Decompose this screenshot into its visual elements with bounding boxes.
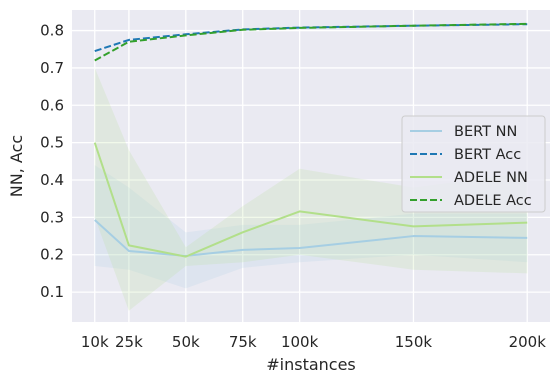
- legend-label-adele-acc: ADELE Acc: [454, 193, 532, 209]
- y-axis-label: NN, Acc: [7, 135, 26, 197]
- x-tick-label: 100k: [281, 333, 319, 351]
- series-lines: [93, 22, 528, 258]
- bert-nn-band: [94, 165, 528, 289]
- y-tick-label: 0.1: [40, 283, 64, 301]
- x-tick-label: 50k: [172, 333, 200, 351]
- x-tick-label: 150k: [395, 333, 433, 351]
- legend-label-bert-acc: BERT Acc: [454, 147, 521, 163]
- legend-label-adele-nn: ADELE NN: [454, 170, 528, 186]
- adele-nn-line: [93, 142, 528, 258]
- y-tick-label: 0.4: [40, 171, 64, 189]
- y-tick-label: 0.3: [40, 208, 64, 226]
- x-tick-label: 75k: [229, 333, 257, 351]
- legend-entries: BERT NN BERT Acc ADELE NN ADELE Acc: [410, 124, 532, 209]
- y-tick-label: 0.2: [40, 246, 64, 264]
- x-axis-label: #instances: [266, 355, 356, 372]
- x-tick-label: 25k: [115, 333, 143, 351]
- legend-label-bert-nn: BERT NN: [454, 124, 517, 140]
- y-tick-label: 0.7: [40, 59, 64, 77]
- y-tick-label: 0.8: [40, 22, 64, 40]
- adele-acc-line: [94, 22, 528, 62]
- y-tick-label: 0.6: [40, 96, 64, 114]
- legend-box: [401, 115, 546, 213]
- y-tick-label: 0.5: [40, 134, 64, 152]
- x-tick-labels: 10k 25k 50k 75k 100k 150k 200k: [81, 333, 546, 351]
- x-tick-label: 200k: [509, 333, 547, 351]
- bert-nn-line: [94, 219, 528, 257]
- y-tick-labels: 0.1 0.2 0.3 0.4 0.5 0.6 0.7 0.8: [40, 22, 64, 302]
- x-tick-label: 10k: [81, 333, 109, 351]
- legend: BERT NN BERT Acc ADELE NN ADELE Acc: [401, 115, 546, 213]
